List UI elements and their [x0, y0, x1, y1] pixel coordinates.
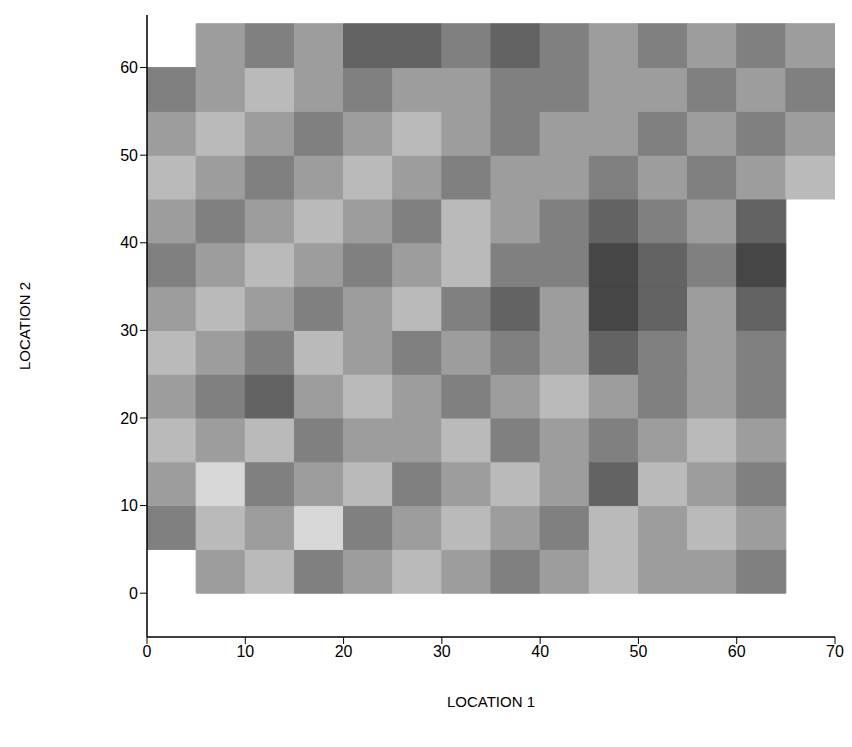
svg-text:LOCATION 2: LOCATION 2: [16, 282, 33, 370]
svg-text:LOCATION 1: LOCATION 1: [447, 693, 535, 710]
svg-text:60: 60: [728, 643, 746, 660]
svg-text:40: 40: [531, 643, 549, 660]
svg-text:30: 30: [433, 643, 451, 660]
svg-text:20: 20: [335, 643, 353, 660]
svg-text:70: 70: [826, 643, 844, 660]
svg-text:10: 10: [120, 497, 138, 514]
svg-text:10: 10: [236, 643, 254, 660]
svg-text:40: 40: [120, 234, 138, 251]
svg-text:20: 20: [120, 410, 138, 427]
svg-text:50: 50: [630, 643, 648, 660]
svg-text:30: 30: [120, 322, 138, 339]
svg-text:50: 50: [120, 147, 138, 164]
svg-text:60: 60: [120, 59, 138, 76]
svg-text:0: 0: [129, 585, 138, 602]
svg-text:0: 0: [143, 643, 152, 660]
